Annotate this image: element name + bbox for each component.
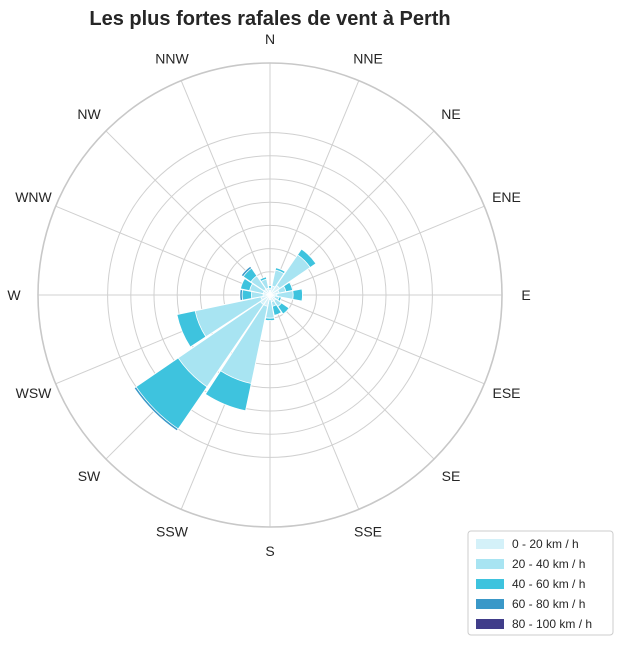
grid-outer-ring xyxy=(37,62,503,528)
legend-swatch-0 xyxy=(476,539,504,549)
direction-labels: N NNE NE ENE E ESE SE SSE S SSW SW WSW W WNW NW NNW xyxy=(7,31,530,559)
legend-label-4: 80 - 100 km / h xyxy=(512,617,592,631)
bar-E-bin-1 xyxy=(269,290,294,300)
grid-spoke-13 xyxy=(55,205,271,296)
legend-swatch-2 xyxy=(476,579,504,589)
direction-label-SE: SE xyxy=(442,468,461,484)
legend-box xyxy=(467,530,614,636)
legend-swatch-1 xyxy=(476,559,504,569)
direction-label-NNW: NNW xyxy=(155,51,189,67)
chart-title: Les plus fortes rafales de vent à Perth xyxy=(89,8,450,30)
legend-label-1: 20 - 40 km / h xyxy=(512,557,585,571)
polar-grid xyxy=(37,62,503,528)
grid-spoke-3 xyxy=(269,205,485,296)
wind-bars xyxy=(133,248,317,432)
direction-label-SSW: SSW xyxy=(156,524,189,540)
legend-swatch-3 xyxy=(476,599,504,609)
legend: 0 - 20 km / h 20 - 40 km / h 40 - 60 km / … xyxy=(467,530,614,636)
grid-spoke-15 xyxy=(180,80,271,296)
direction-label-ESE: ESE xyxy=(492,385,520,401)
grid-spoke-7 xyxy=(269,294,360,510)
grid-spoke-6 xyxy=(269,294,435,460)
direction-label-NW: NW xyxy=(77,106,101,122)
grid-spoke-5 xyxy=(269,294,485,385)
bar-SW-bin-1 xyxy=(177,294,271,388)
grid-spoke-14 xyxy=(105,130,271,296)
bar-WSW-bin-1 xyxy=(194,294,271,338)
direction-label-SSE: SSE xyxy=(354,524,382,540)
direction-label-WNW: WNW xyxy=(15,189,52,205)
direction-label-S: S xyxy=(265,543,274,559)
grid-spoke-1 xyxy=(269,80,360,296)
direction-label-NNE: NNE xyxy=(353,51,383,67)
direction-label-N: N xyxy=(265,31,275,47)
legend-swatch-4 xyxy=(476,619,504,629)
direction-label-W: W xyxy=(7,287,21,303)
legend-label-0: 0 - 20 km / h xyxy=(512,537,579,551)
bar-NE-bin-1 xyxy=(269,254,311,296)
bar-W-bin-1 xyxy=(251,291,271,299)
direction-label-ENE: ENE xyxy=(492,189,521,205)
bar-SSW-bin-1 xyxy=(220,294,271,385)
direction-label-SW: SW xyxy=(78,468,101,484)
direction-label-NE: NE xyxy=(441,106,460,122)
legend-label-2: 40 - 60 km / h xyxy=(512,577,585,591)
direction-label-WSW: WSW xyxy=(16,385,53,401)
legend-label-3: 60 - 80 km / h xyxy=(512,597,585,611)
direction-label-E: E xyxy=(521,287,530,303)
bar-NNW-bin-0 xyxy=(265,287,271,296)
bar-S-bin-1 xyxy=(265,294,275,319)
